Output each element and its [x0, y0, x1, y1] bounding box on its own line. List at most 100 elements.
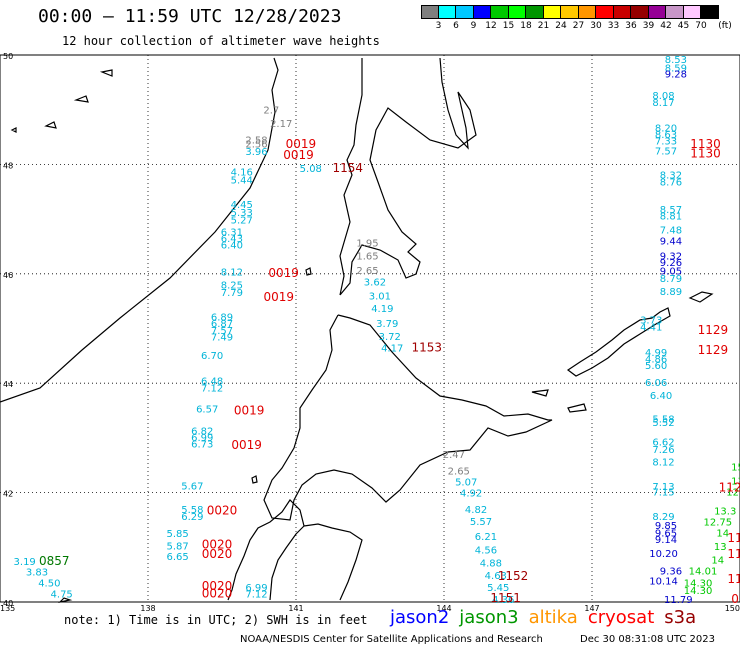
wave-height-value: 10.14 — [649, 576, 678, 587]
wave-height-value: 8.81 — [660, 212, 682, 223]
wave-height-value: 4.36 — [492, 595, 514, 606]
longitude-label: 141 — [288, 604, 303, 613]
longitude-label: 147 — [584, 604, 599, 613]
wave-height-value: 7.79 — [221, 288, 243, 299]
colorbar-tick-label: 21 — [537, 21, 550, 31]
wave-height-value: 8.08 — [652, 91, 674, 102]
mission-legend-item: jason3 — [459, 607, 519, 628]
wave-height-value: 4.92 — [460, 488, 482, 499]
colorbar-tick-label: 18 — [520, 21, 532, 31]
wave-height-value: 6.40 — [650, 391, 672, 402]
pass-time-label: 1152 — [498, 569, 529, 583]
credit-text: NOAA/NESDIS Center for Satellite Applica… — [240, 634, 543, 645]
colorbar-tick-label: 12 — [485, 21, 497, 31]
wave-height-value: 7.57 — [211, 326, 233, 337]
wave-height-value: 14.30 — [684, 579, 713, 590]
pass-time-label: 0020 — [202, 537, 233, 551]
wave-height-value: 6.31 — [221, 228, 243, 239]
wave-height-value: 1.95 — [356, 238, 378, 249]
wave-height-value: 14.30 — [684, 586, 713, 597]
mission-legend-item: altika — [528, 607, 578, 628]
wave-height-value: 3.72 — [379, 332, 401, 343]
wave-height-value: 4.16 — [231, 167, 253, 178]
wave-height-value: 10.20 — [649, 549, 678, 560]
map-title: 00:00 – 11:59 UTC 12/28/2023 — [38, 6, 342, 27]
wave-height-value: 6.43 — [221, 234, 243, 245]
wave-height-value: 6.29 — [181, 512, 203, 523]
pass-time-label: 0020 — [202, 587, 233, 601]
colorbar-tick-label: 45 — [677, 21, 690, 31]
wave-height-value: 2.47 — [443, 450, 465, 461]
wave-height-value: 7.12 — [245, 590, 267, 601]
pass-time-label: 0 — [731, 592, 739, 606]
colorbar-tick-label: 27 — [572, 21, 585, 31]
pass-time-label: 1130 — [690, 137, 721, 151]
wave-height-value: 7.15 — [652, 487, 674, 498]
wave-height-value: 5.44 — [231, 176, 253, 187]
wave-height-value: 13 — [731, 476, 740, 487]
wave-height-value: 4.82 — [465, 505, 487, 516]
wave-height-value: 5.60 — [645, 361, 667, 372]
wave-height-value: 8.12 — [221, 267, 243, 278]
wave-height-value: 5.57 — [470, 517, 492, 528]
wave-height-value: 6.87 — [211, 319, 233, 330]
pass-time-label: 11 — [727, 547, 740, 561]
wave-height-value: 8.29 — [652, 512, 674, 523]
wave-height-value: 5.58 — [652, 415, 674, 426]
wave-height-value: 6.99 — [191, 433, 213, 444]
wave-height-value: 6.82 — [191, 427, 213, 438]
wave-height-value: 4.50 — [38, 579, 60, 590]
wave-height-value: 6.48 — [201, 376, 223, 387]
latitude-label: 46 — [3, 271, 13, 280]
colorbar-tick-label: 15 — [502, 21, 515, 31]
colorbar-swatch — [666, 5, 684, 19]
wave-height-value: 12 — [726, 487, 739, 498]
wave-height-value: 9.65 — [655, 528, 677, 539]
graticule — [0, 54, 740, 603]
colorbar-tick-label: 36 — [625, 21, 637, 31]
wave-height-value: 15 — [731, 463, 740, 474]
wave-height-value: 3.19 — [14, 557, 36, 568]
pass-time-label: 0019 — [234, 403, 265, 417]
latitude-label: 44 — [3, 380, 13, 389]
wave-height-value: 4.19 — [371, 304, 393, 315]
wave-height-value: 6.99 — [245, 583, 267, 594]
pass-time-label: 0019 — [268, 266, 299, 280]
wave-height-value: 7.12 — [201, 383, 223, 394]
pass-time-label: 0019 — [286, 137, 317, 151]
wave-height-value: 3.62 — [364, 277, 386, 288]
pass-time-label: 11 — [727, 572, 740, 586]
wave-height-value: 6.65 — [166, 552, 188, 563]
pass-time-label: 1151 — [490, 591, 521, 605]
pass-time-label: 0020 — [202, 579, 233, 593]
wave-height-value: 4.63 — [485, 571, 507, 582]
wave-height-value: 4.86 — [645, 354, 667, 365]
wave-height-value: 5.08 — [300, 164, 322, 175]
pass-time-label: 1154 — [333, 161, 364, 175]
latitude-label: 42 — [3, 490, 13, 499]
wave-height-value: 13.3 — [714, 506, 736, 517]
wave-height-value: 4.17 — [381, 343, 403, 354]
pass-time-label: 1130 — [690, 146, 721, 160]
wave-height-value: 11.79 — [664, 595, 693, 606]
coastline — [0, 57, 714, 603]
wave-height-value: 6.57 — [196, 405, 218, 416]
wave-height-value: 5.33 — [231, 208, 253, 219]
wave-height-value: 3.01 — [369, 292, 391, 303]
longitude-labels: 135 138 141 144 147 150 — [0, 604, 740, 613]
wave-height-value: 9.44 — [660, 236, 682, 247]
wave-height-value: 2.58 — [245, 136, 267, 147]
wave-height-value: 8.53 — [665, 55, 687, 66]
map-subtitle: 12 hour collection of altimeter wave hei… — [62, 34, 380, 48]
wave-height-value: 5.45 — [487, 583, 509, 594]
wave-height-value: 6.62 — [652, 438, 674, 449]
wave-height-value: 6.21 — [475, 532, 497, 543]
wave-height-value: 8.17 — [652, 98, 674, 109]
wave-height-value: 1.65 — [356, 252, 378, 263]
wave-height-value: 6.89 — [211, 312, 233, 323]
colorbar-tick-label: 6 — [453, 21, 459, 31]
wave-height-value: 4.41 — [640, 323, 662, 334]
oki-islands — [58, 597, 73, 603]
colorbar-swatch — [578, 5, 596, 19]
